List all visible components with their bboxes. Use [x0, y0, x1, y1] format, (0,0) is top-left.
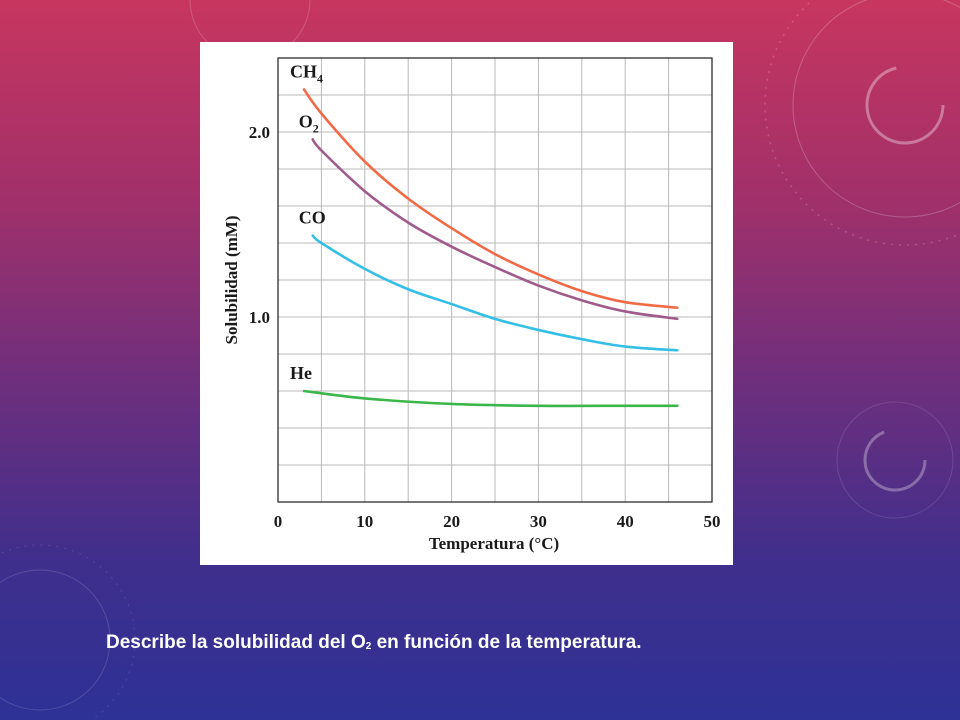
series-label-ch: CH4	[290, 61, 323, 85]
y-tick-label: 2.0	[249, 123, 270, 142]
series-label-text: O	[299, 111, 313, 131]
slide-caption: Describe la solubilidad del O2 en funció…	[106, 632, 642, 654]
x-tick-label: 40	[617, 512, 634, 531]
series-label-co: CO	[299, 208, 326, 228]
series-label-o: O2	[299, 111, 319, 135]
deco-ring-bottom-left	[0, 569, 111, 711]
chart-ticks: 0 10 20 30 40 50 1.0 2.0	[249, 123, 721, 531]
solubility-chart: CH4 O2 CO He 0 10 20 30 40 50 1.0 2.0 Temperatura …	[222, 57, 721, 553]
caption-text-end: en función de la temperatura.	[371, 632, 642, 653]
series-label-he: He	[290, 363, 312, 383]
chart-series	[302, 88, 679, 408]
series-label-text: CH	[290, 61, 317, 81]
chart-card: CH4 O2 CO He 0 10 20 30 40 50 1.0 2.0 Temperatura …	[200, 42, 733, 565]
caption-subscript: 2	[365, 641, 372, 652]
x-axis-label: Temperatura (°C)	[429, 534, 559, 553]
series-label-subscript: 2	[313, 121, 319, 135]
series-line-he	[302, 389, 679, 408]
deco-ring-mid	[792, 0, 960, 218]
y-tick-label: 1.0	[249, 308, 270, 327]
x-tick-label: 30	[530, 512, 547, 531]
y-axis-label: Solubilidad (mM)	[222, 216, 241, 345]
series-line-ch	[302, 88, 679, 310]
series-line-o	[311, 138, 679, 321]
deco-ring-low-outer	[836, 401, 954, 519]
series-label-text: He	[290, 363, 312, 383]
chart-labels: CH4 O2 CO He	[290, 61, 326, 383]
series-label-subscript: 4	[317, 71, 323, 85]
x-tick-label: 50	[704, 512, 721, 531]
series-label-text: CO	[299, 208, 326, 228]
deco-ring-bottom-left-dashed	[0, 544, 136, 720]
x-tick-label: 0	[274, 512, 283, 531]
x-tick-label: 10	[356, 512, 373, 531]
x-tick-label: 20	[443, 512, 460, 531]
series-line-co	[311, 234, 679, 352]
deco-ring-low	[863, 428, 927, 492]
caption-text-start: Describe la solubilidad del O	[106, 632, 366, 653]
deco-ring-small	[865, 65, 945, 145]
chart-grid	[278, 58, 712, 502]
plot-frame	[277, 57, 713, 503]
